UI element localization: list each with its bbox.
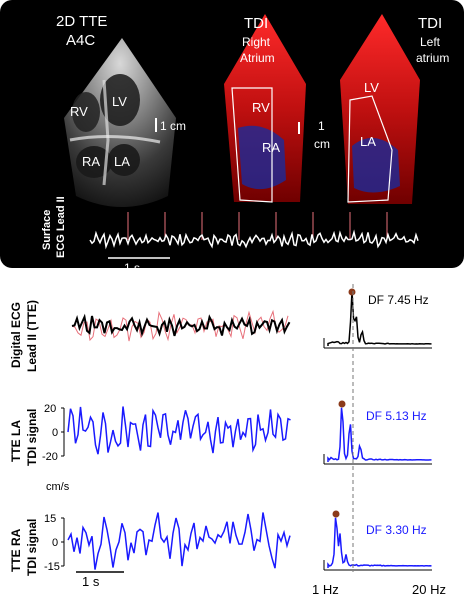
trace-ra-ytick-top: 15 — [44, 513, 56, 525]
tdi-ra-title-line3: Atrium — [240, 51, 275, 65]
spectrum-ecg-df-label: DF 7.45 Hz — [368, 293, 429, 307]
trace-ra-ylabel-line2: TDI signal — [25, 519, 39, 576]
tte-scale-label: 1 cm — [160, 119, 186, 133]
tdi-ra-chamber-ra: RA — [262, 140, 280, 155]
tdi-ra-title-line1: TDI — [244, 15, 268, 32]
spectrum-la-peak-marker — [338, 400, 346, 408]
freq-axis-max-label: 20 Hz — [412, 582, 446, 597]
time-scale-label: 1 s — [82, 574, 100, 589]
tte-title-line2: A4C — [66, 32, 95, 49]
freq-axis-min-label: 1 Hz — [312, 582, 339, 597]
tdi-left-atrium-image — [340, 14, 420, 204]
tdi-scale-label-2: cm — [314, 137, 330, 151]
spectrum-ra — [323, 517, 432, 571]
tdi-right-atrium-image — [224, 14, 306, 203]
amplitude-unit-label: cm/s — [46, 481, 70, 493]
spectrum-ecg — [323, 291, 432, 349]
tte-a4c-image — [64, 38, 176, 207]
surface-ecg-r-waves — [127, 212, 388, 240]
tte-title-line1: 2D TTE — [56, 13, 107, 30]
chamber-label-la: LA — [114, 154, 130, 169]
trace-ecg-ylabel-line2: Lead II (TTE) — [25, 300, 39, 372]
trace-la-yaxis — [61, 407, 65, 457]
trace-la-ytick-top: 20 — [44, 403, 56, 415]
trace-ecg-overlay — [71, 309, 289, 342]
trace-ra-ylabel-line1: TTE RA — [9, 528, 23, 572]
spectrum-ra-peak-marker — [332, 510, 340, 518]
trace-ecg-ylabel-line1: Digital ECG — [9, 302, 23, 368]
spectrum-ecg-peak-marker — [348, 288, 356, 296]
trace-la-ylabel-line2: TDI signal — [25, 409, 39, 466]
tdi-la-title-line3: atrium — [416, 51, 449, 65]
spectrum-ecg-curve — [327, 291, 432, 346]
tdi-scale-label-1: 1 — [318, 119, 325, 133]
surface-ecg-label-line2: ECG Lead II — [55, 196, 67, 258]
tdi-la-chamber-la: LA — [360, 134, 376, 149]
trace-ecg-signal — [71, 313, 291, 338]
tdi-la-title-line2: Left — [420, 35, 441, 49]
spectrum-ra-df-label: DF 3.30 Hz — [366, 523, 427, 537]
trace-ra-ytick-zero: 0 — [52, 537, 58, 549]
tdi-la-chamber-lv: LV — [364, 80, 379, 95]
spectrum-ra-curve — [327, 517, 432, 568]
trace-ra-signal — [67, 512, 291, 570]
spectrum-la — [323, 407, 432, 465]
spectrum-la-df-label: DF 5.13 Hz — [366, 409, 427, 423]
trace-ra-ytick-bottom: -15 — [44, 561, 60, 573]
surface-ecg-label-line1: Surface — [41, 210, 53, 250]
tdi-ra-title-line2: Right — [242, 35, 271, 49]
chamber-label-ra: RA — [82, 154, 100, 169]
chamber-label-lv: LV — [112, 94, 127, 109]
tdi-la-title-line1: TDI — [418, 15, 442, 32]
trace-la-ylabel-line1: TTE LA — [9, 420, 23, 462]
trace-ra-yaxis — [61, 517, 65, 567]
trace-la-signal — [67, 406, 291, 455]
chamber-label-rv: RV — [70, 104, 88, 119]
trace-la-ytick-bottom: -20 — [42, 451, 58, 463]
trace-la-ytick-zero: 0 — [52, 427, 58, 439]
surface-ecg-trace — [89, 229, 419, 250]
spectrum-la-curve — [327, 407, 432, 462]
tdi-ra-chamber-rv: RV — [252, 100, 270, 115]
surface-ecg-time-scale-label: 1 s — [124, 261, 140, 275]
